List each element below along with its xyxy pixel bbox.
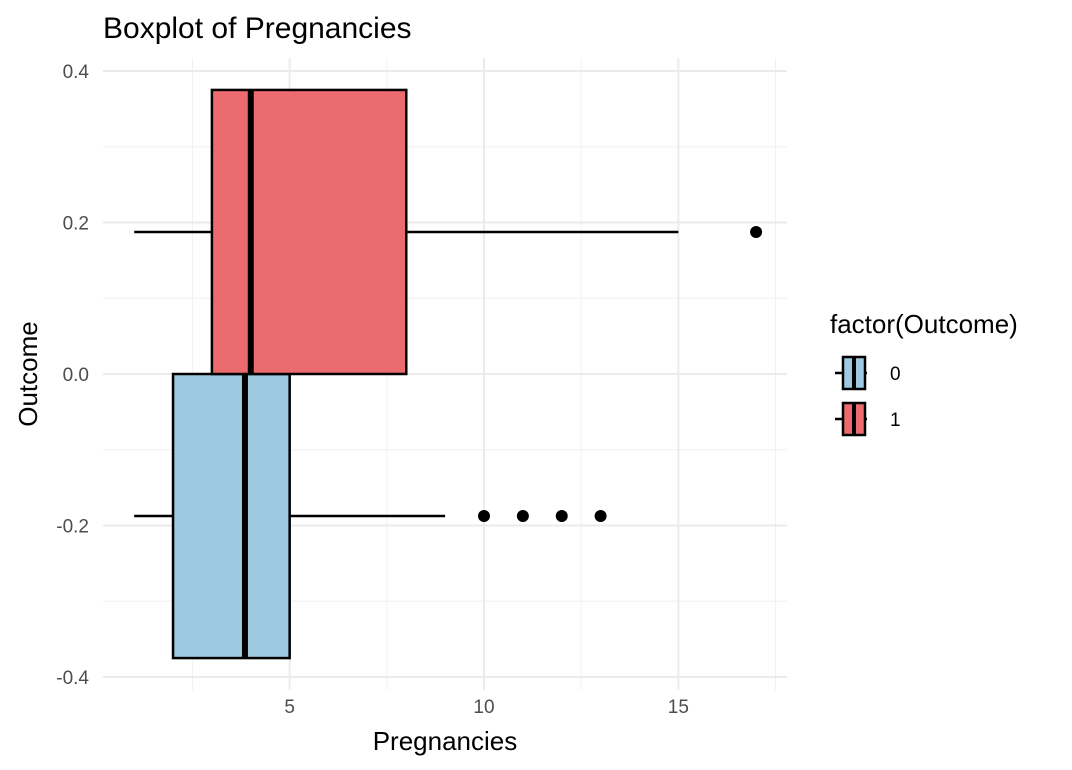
legend-label: 0 <box>890 364 901 385</box>
outlier-point <box>516 510 529 523</box>
legend-key-0 <box>835 355 867 391</box>
box-group-1 <box>134 88 763 376</box>
y-tick-label: 0.0 <box>63 365 89 386</box>
x-tick-labels: 5 10 15 <box>284 697 689 718</box>
y-tick-label: -0.2 <box>56 517 89 538</box>
x-axis-title: Pregnancies <box>373 726 518 756</box>
y-tick-label: -0.4 <box>56 668 89 689</box>
chart-title: Boxplot of Pregnancies <box>103 12 412 45</box>
legend-key-1 <box>835 401 867 437</box>
boxes <box>134 88 763 660</box>
y-axis-title: Outcome <box>13 321 43 427</box>
box <box>171 372 291 660</box>
x-tick-label: 15 <box>668 697 689 718</box>
box-group-0 <box>134 372 607 660</box>
x-tick-label: 10 <box>473 697 494 718</box>
y-tick-label: 0.2 <box>63 214 89 235</box>
box <box>210 88 408 376</box>
legend-label: 1 <box>890 410 901 431</box>
legend-title: factor(Outcome) <box>830 309 1018 339</box>
legend: factor(Outcome) 0 1 <box>830 309 1018 437</box>
outlier-point <box>478 510 490 523</box>
outlier-point <box>750 225 763 238</box>
outlier-point <box>555 510 568 523</box>
x-tick-label: 5 <box>284 697 295 718</box>
y-tick-labels: -0.4 -0.2 0.0 0.2 0.4 <box>56 62 89 689</box>
outlier-point <box>594 510 607 523</box>
y-tick-label: 0.4 <box>63 62 90 83</box>
